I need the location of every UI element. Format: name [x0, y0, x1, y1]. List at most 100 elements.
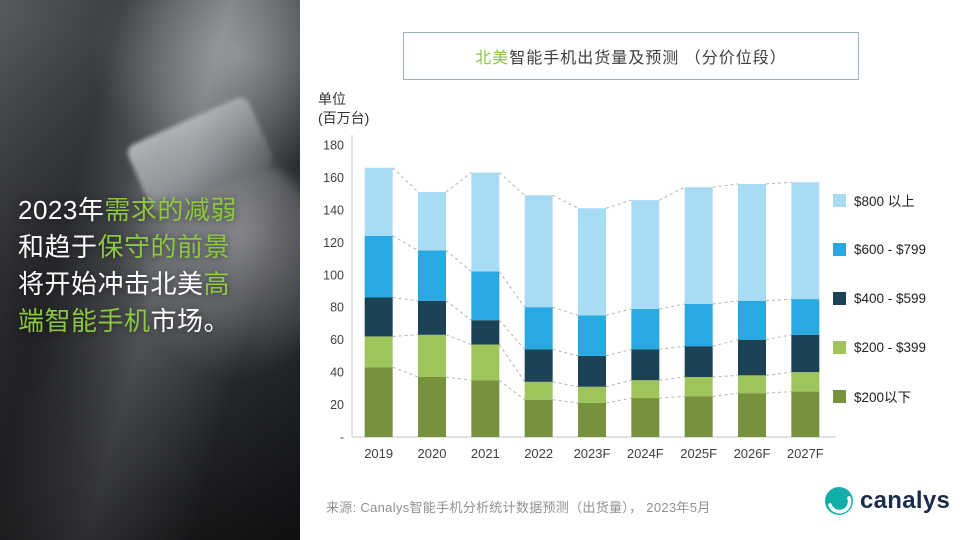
y-axis-tick-label: 20	[330, 398, 344, 412]
headline-segment: 端智能手机	[18, 306, 151, 336]
series-connector-line	[498, 172, 526, 196]
series-connector-line	[765, 298, 792, 302]
title-segment: 北美	[475, 50, 510, 67]
series-connector-line	[498, 319, 526, 350]
bar-segment	[364, 235, 393, 298]
bar-segment	[578, 386, 606, 403]
series-connector-line	[392, 296, 419, 302]
y-axis-tick-label: -	[340, 431, 344, 445]
bar-segment	[684, 376, 713, 397]
y-axis-unit-label: 单位 (百万台)	[318, 90, 369, 128]
source-text: 来源: Canalys智能手机分析统计数据预测（出货量）， 2023年5月	[326, 500, 711, 515]
chart-title: 北美智能手机出货量及预测 （分价位段）	[475, 44, 786, 68]
series-connector-line	[445, 250, 472, 272]
unit-label-line1: 单位	[318, 91, 346, 107]
legend-item: $400 - $599	[833, 288, 926, 308]
legend-item: $200 - $399	[833, 337, 926, 357]
headline-line: 和趋于保守的前景	[18, 229, 290, 266]
bar-segment	[631, 308, 660, 350]
series-connector-line	[445, 172, 472, 193]
legend-label: $200 - $399	[854, 339, 927, 355]
headline: 2023年需求的减弱 和趋于保守的前景 将开始冲击北美高 端智能手机市场。	[18, 192, 290, 340]
series-connector-line	[712, 392, 739, 397]
bar-segment	[738, 183, 766, 301]
series-connector-line	[712, 183, 739, 188]
series-connector-line	[605, 379, 632, 388]
bar-segment	[524, 195, 553, 308]
x-axis-label: 2025F	[680, 446, 717, 461]
x-axis-label: 2027F	[787, 446, 824, 461]
bar-segment	[524, 349, 553, 382]
legend-item: $200以下	[833, 386, 926, 406]
bar-segment	[791, 334, 820, 373]
series-connector-line	[605, 308, 632, 316]
y-axis-tick-label: 80	[330, 301, 344, 315]
bar-segment	[524, 307, 553, 350]
series-connector-line	[659, 345, 685, 350]
series-connector-line	[659, 395, 685, 399]
series-connector-line	[498, 271, 526, 308]
bar-segment	[364, 336, 393, 368]
legend-label: $400 - $599	[854, 290, 927, 306]
series-connector-line	[552, 348, 579, 357]
legend-label: $200以下	[854, 390, 912, 405]
bar-segment	[791, 299, 820, 335]
series-connector-line	[498, 344, 526, 383]
bar-segment	[364, 297, 393, 337]
series-connector-line	[445, 376, 472, 381]
series-connector-line	[765, 371, 792, 376]
series-connector-line	[552, 399, 579, 404]
y-axis-tick-label: 160	[323, 171, 344, 185]
series-connector-line	[605, 348, 632, 357]
bar-segment	[418, 334, 446, 377]
bar-segment	[684, 187, 713, 304]
series-connector-line	[712, 374, 739, 378]
headline-line: 将开始冲击北美高	[18, 266, 290, 303]
y-axis-tick-label: 100	[323, 268, 344, 282]
chart-area: - 20 40 60 80 100 120 140 160 180 2019 2020 2021 2022…	[300, 130, 860, 475]
bar-segment	[684, 396, 713, 437]
chart-title-box: 北美智能手机出货量及预测 （分价位段）	[403, 32, 859, 80]
bar-segment	[738, 300, 766, 340]
headline-segment: 市场。	[150, 306, 231, 336]
headline-segment: 和趋于	[18, 232, 98, 262]
bar-segment	[791, 372, 820, 392]
headline-segment: 保守的前景	[97, 232, 231, 262]
bar-segment	[364, 367, 393, 437]
x-axis-label: 2021	[471, 446, 500, 461]
bar-segment	[578, 315, 606, 356]
legend-item: $600 - $799	[833, 239, 926, 259]
series-connector-line	[659, 186, 685, 201]
legend-swatch	[833, 193, 846, 207]
bar-segment	[418, 300, 446, 335]
series-connector-line	[445, 334, 472, 346]
x-axis-label: 2019	[364, 446, 393, 461]
y-axis-tick-label: 180	[323, 139, 344, 153]
unit-label-line2: (百万台)	[318, 110, 370, 126]
series-connector-line	[552, 194, 579, 209]
x-axis-label: 2024F	[627, 446, 664, 461]
bar-segment	[418, 250, 446, 301]
x-axis-label: 2023F	[574, 446, 611, 461]
chart-svg: - 20 40 60 80 100 120 140 160 180 2019 2020 2021 2022…	[323, 135, 836, 461]
headline-line: 2023年需求的减弱	[18, 192, 290, 229]
series-connector-line	[659, 303, 685, 310]
series-connector-line	[765, 181, 792, 185]
bar-segment	[738, 339, 766, 376]
x-axis-label: 2020	[418, 446, 447, 461]
series-connector-line	[765, 334, 792, 341]
bar-segment	[578, 402, 606, 437]
bar-segment	[791, 391, 820, 437]
photo-shadow	[0, 320, 300, 540]
y-axis-tick-label: 60	[330, 333, 344, 347]
y-axis-tick-label: 40	[330, 366, 344, 380]
bar-segment	[364, 167, 393, 236]
series-connector-line	[659, 376, 685, 381]
bar-segment	[471, 271, 500, 321]
y-axis-tick-label: 120	[323, 236, 344, 250]
bar-segment	[578, 355, 606, 387]
bar-segment	[524, 381, 553, 400]
canalys-logo-mark	[825, 487, 853, 515]
headline-segment: 高	[203, 269, 231, 299]
series-connector-line	[552, 306, 579, 316]
